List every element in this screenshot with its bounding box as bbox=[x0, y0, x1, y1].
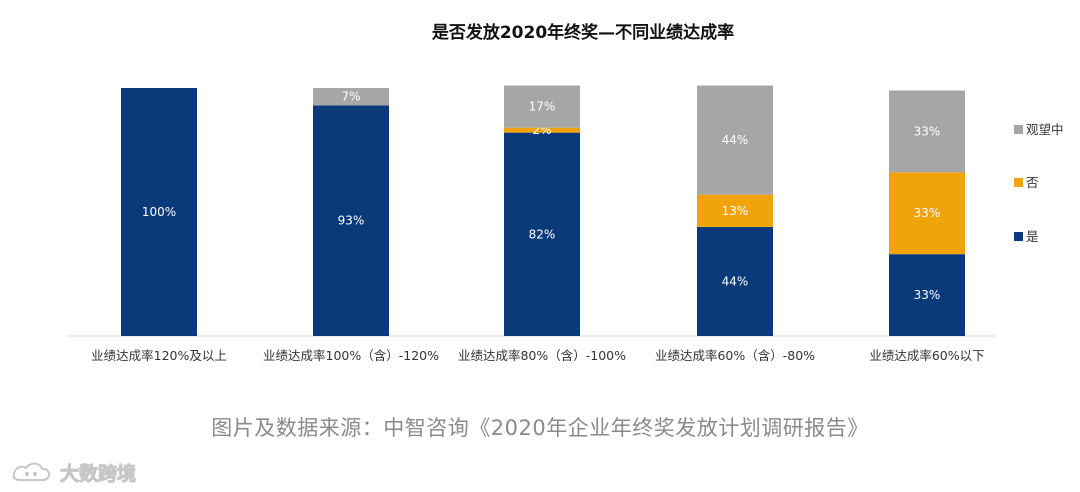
data-label-观望中-3: 44% bbox=[722, 133, 749, 147]
legend-swatch-否 bbox=[1014, 178, 1023, 187]
bar-segment-是-2 bbox=[504, 132, 580, 336]
bar-segment-观望中-4 bbox=[889, 90, 965, 173]
data-label-是-0: 100% bbox=[142, 205, 176, 219]
data-label-否-4: 33% bbox=[914, 206, 941, 220]
data-label-是-2: 82% bbox=[529, 227, 556, 241]
data-label-观望中-2: 17% bbox=[529, 100, 556, 114]
data-label-观望中-4: 33% bbox=[914, 124, 941, 138]
category-label-3: 业绩达成率60%（含）-80% bbox=[655, 348, 815, 363]
watermark-text: 大数跨境 bbox=[59, 462, 137, 485]
legend-swatch-是 bbox=[1014, 232, 1023, 241]
bars-layer: 100%93%7%82%2%17%44%13%44%33%33%33% bbox=[121, 85, 965, 336]
data-label-否-3: 13% bbox=[722, 204, 749, 218]
category-labels: 业绩达成率120%及以上 业绩达成率100%（含）-120% 业绩达成率80%（含）… bbox=[91, 348, 985, 363]
bar-segment-观望中-3 bbox=[697, 85, 773, 195]
watermark: 大数跨境 bbox=[10, 458, 137, 486]
category-label-2: 业绩达成率80%（含）-100% bbox=[458, 348, 626, 363]
bar-segment-否-4 bbox=[889, 172, 965, 255]
bar-segment-是-4 bbox=[889, 254, 965, 336]
bar-segment-是-3 bbox=[697, 226, 773, 336]
watermark-logo-icon bbox=[12, 462, 50, 481]
data-label-是-3: 44% bbox=[722, 274, 749, 288]
bar-segment-观望中-2 bbox=[504, 85, 580, 128]
data-label-是-4: 33% bbox=[914, 288, 941, 302]
category-label-0: 业绩达成率120%及以上 bbox=[91, 348, 227, 363]
bar-segment-否-2 bbox=[504, 127, 580, 133]
category-label-4: 业绩达成率60%以下 bbox=[869, 348, 984, 363]
source-caption: 图片及数据来源：中智咨询《2020年企业年终奖发放计划调研报告》 bbox=[211, 416, 869, 440]
legend-label-否: 否 bbox=[1026, 175, 1039, 190]
bar-segment-否-3 bbox=[697, 194, 773, 227]
chart-title: 是否发放2020年终奖—不同业绩达成率 bbox=[432, 22, 734, 43]
legend-label-是: 是 bbox=[1026, 229, 1039, 244]
category-label-1: 业绩达成率100%（含）-120% bbox=[263, 348, 439, 363]
data-label-是-1: 93% bbox=[338, 214, 365, 228]
data-label-观望中-1: 7% bbox=[341, 90, 360, 104]
bar-segment-是-1 bbox=[313, 105, 389, 336]
bar-segment-是-0 bbox=[121, 88, 197, 336]
legend-swatch-观望中 bbox=[1014, 125, 1023, 134]
legend-label-观望中: 观望中 bbox=[1026, 122, 1064, 137]
chart-svg: 是否发放2020年终奖—不同业绩达成率 100%93%7%82%2%17%44%… bbox=[66, 22, 1064, 363]
bar-segment-观望中-1 bbox=[313, 88, 389, 106]
